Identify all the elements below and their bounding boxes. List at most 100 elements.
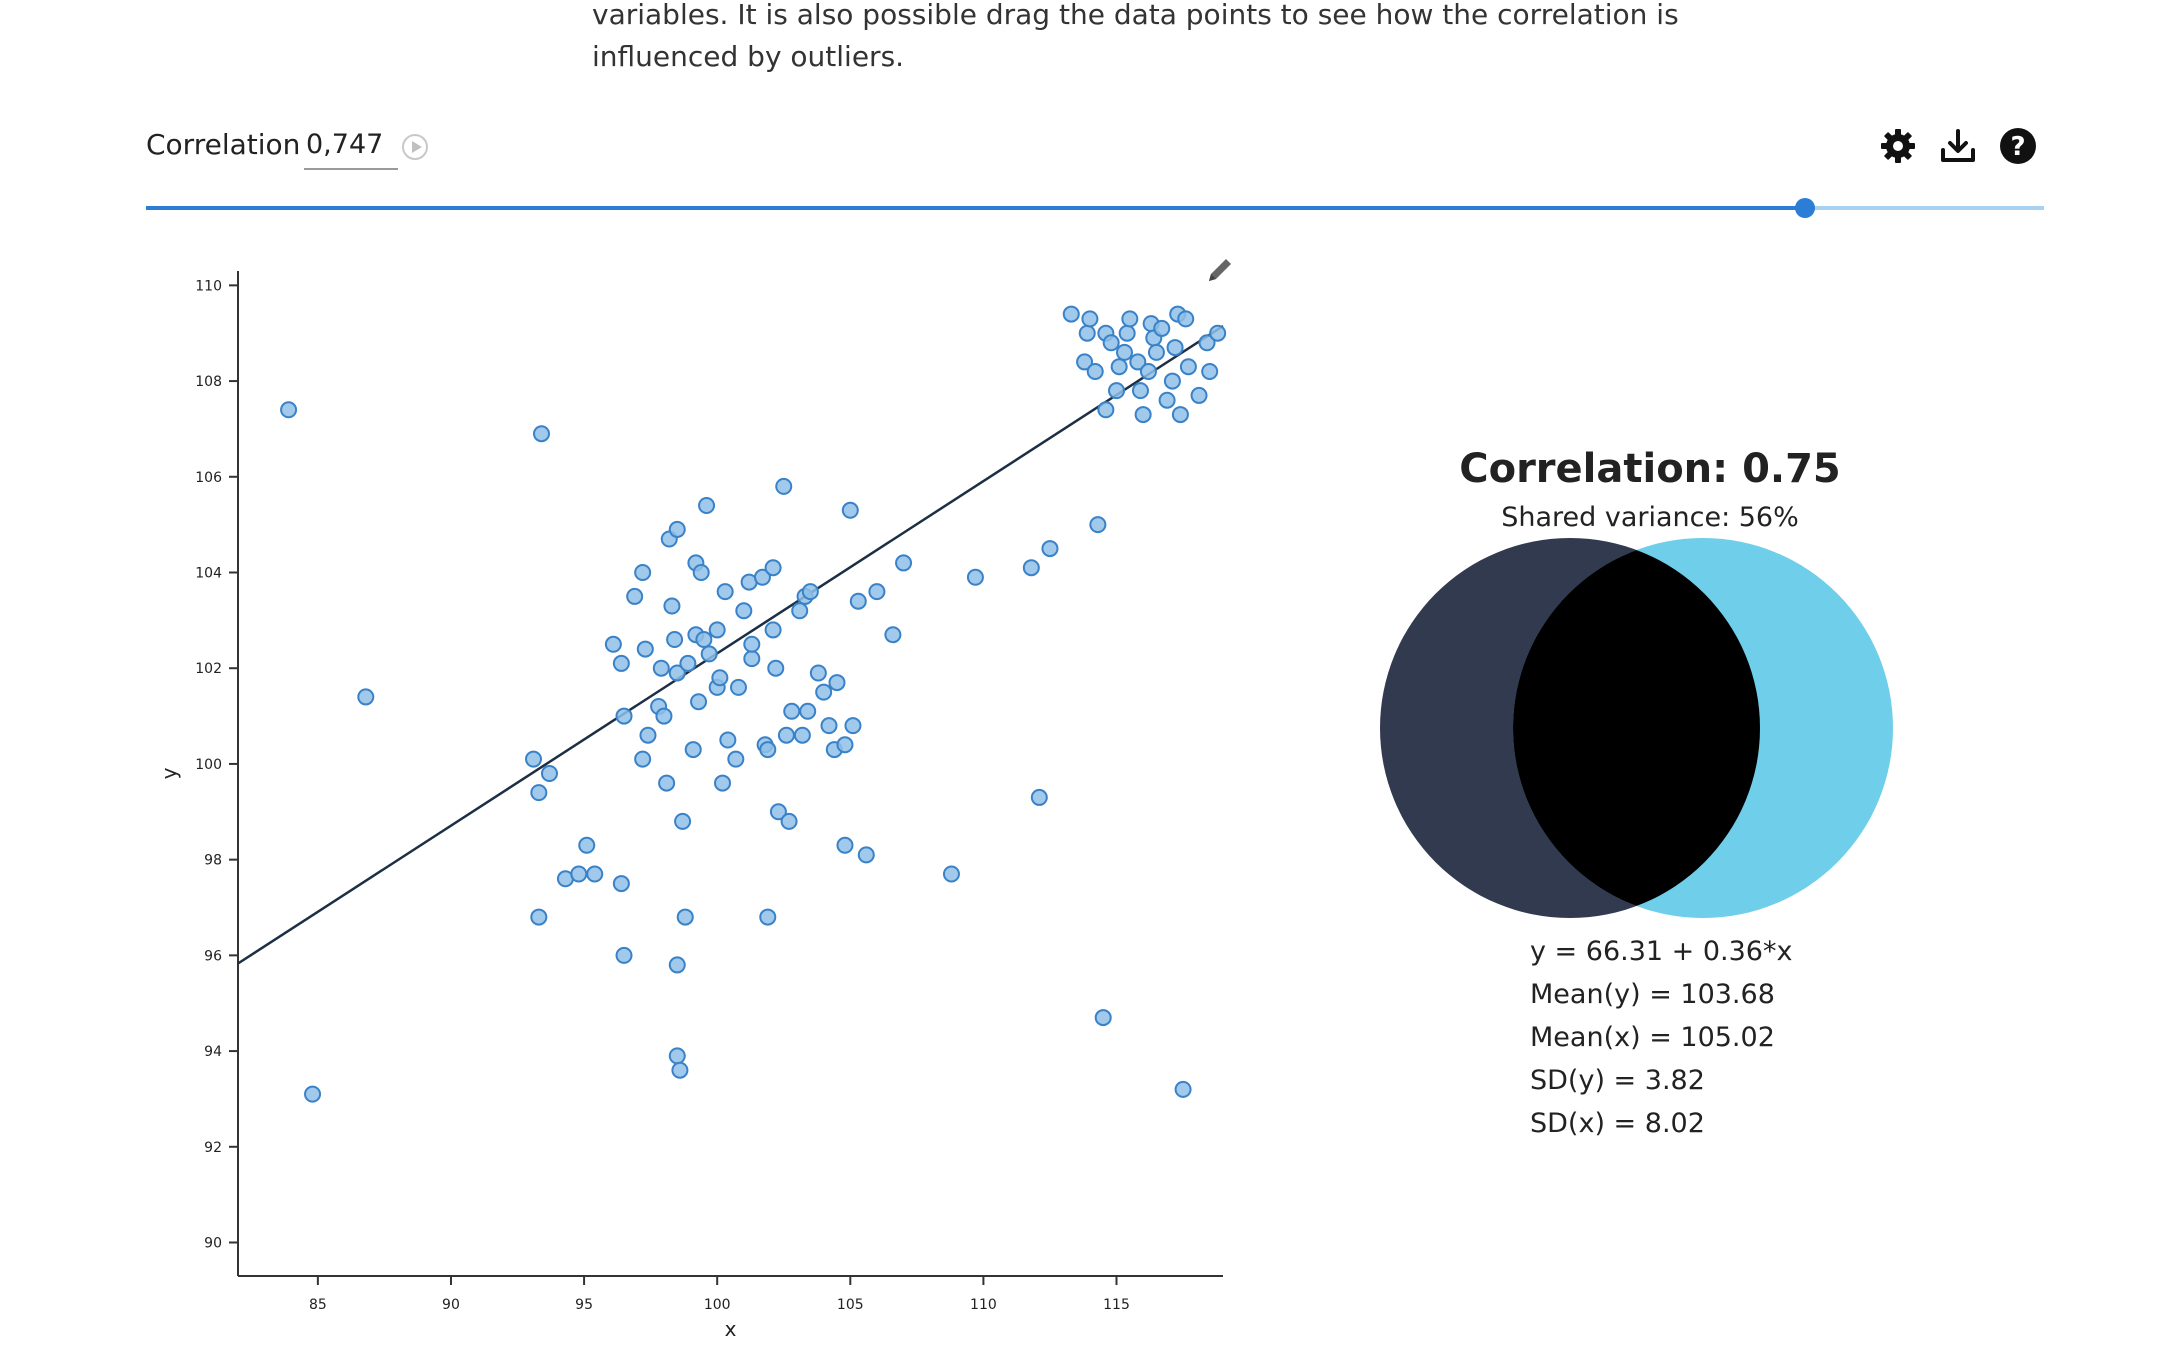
data-point[interactable]: [769, 803, 787, 821]
data-point[interactable]: [639, 726, 657, 744]
data-point[interactable]: [612, 654, 630, 672]
data-point[interactable]: [844, 717, 862, 735]
data-point[interactable]: [1030, 788, 1048, 806]
data-point[interactable]: [612, 875, 630, 893]
correlation-slider[interactable]: [146, 198, 2044, 218]
data-point[interactable]: [1131, 382, 1149, 400]
data-point[interactable]: [1134, 406, 1152, 424]
data-point[interactable]: [652, 659, 670, 677]
data-point[interactable]: [626, 587, 644, 605]
data-point[interactable]: [735, 602, 753, 620]
data-point[interactable]: [658, 774, 676, 792]
data-point[interactable]: [791, 602, 809, 620]
help-icon[interactable]: ?: [1998, 126, 2038, 166]
data-point[interactable]: [809, 664, 827, 682]
data-point[interactable]: [634, 750, 652, 768]
data-point[interactable]: [793, 726, 811, 744]
data-point[interactable]: [743, 635, 761, 653]
download-icon[interactable]: [1938, 126, 1978, 166]
data-point[interactable]: [280, 401, 298, 419]
data-point[interactable]: [1121, 310, 1139, 328]
data-point[interactable]: [815, 683, 833, 701]
data-point[interactable]: [1166, 339, 1184, 357]
data-point[interactable]: [759, 741, 777, 759]
data-point[interactable]: [849, 592, 867, 610]
data-point[interactable]: [615, 707, 633, 725]
data-point[interactable]: [692, 564, 710, 581]
data-point[interactable]: [1078, 324, 1096, 342]
data-point[interactable]: [1041, 540, 1059, 558]
data-point[interactable]: [1198, 334, 1216, 352]
data-point[interactable]: [801, 583, 819, 601]
data-point[interactable]: [655, 707, 673, 725]
data-point[interactable]: [836, 836, 854, 854]
data-point[interactable]: [530, 908, 548, 926]
data-point[interactable]: [357, 688, 375, 706]
data-point[interactable]: [783, 702, 801, 720]
data-point[interactable]: [764, 621, 782, 639]
data-point[interactable]: [836, 736, 854, 754]
data-point[interactable]: [1108, 382, 1126, 400]
data-point[interactable]: [525, 750, 542, 768]
data-point[interactable]: [719, 731, 737, 749]
data-point[interactable]: [679, 654, 697, 672]
data-point[interactable]: [1171, 406, 1189, 424]
data-point[interactable]: [636, 640, 654, 658]
data-point[interactable]: [1163, 372, 1181, 390]
data-point[interactable]: [578, 836, 596, 854]
data-point[interactable]: [698, 497, 716, 514]
data-point[interactable]: [695, 631, 713, 648]
data-point[interactable]: [1174, 1080, 1192, 1098]
data-point[interactable]: [1062, 305, 1080, 323]
data-point[interactable]: [1139, 363, 1157, 380]
data-point[interactable]: [1158, 391, 1176, 409]
data-point[interactable]: [1129, 353, 1147, 371]
data-point[interactable]: [690, 693, 708, 711]
data-point[interactable]: [668, 664, 686, 682]
data-point[interactable]: [767, 659, 785, 677]
data-point[interactable]: [1153, 319, 1171, 337]
data-point[interactable]: [1177, 310, 1195, 328]
data-point[interactable]: [942, 865, 960, 883]
data-point[interactable]: [1116, 343, 1133, 361]
data-point[interactable]: [775, 477, 793, 495]
data-point[interactable]: [895, 554, 913, 572]
data-point[interactable]: [729, 678, 747, 696]
data-point[interactable]: [586, 865, 604, 883]
data-point[interactable]: [868, 583, 886, 601]
data-point[interactable]: [780, 812, 798, 830]
gear-icon[interactable]: [1878, 126, 1918, 166]
data-point[interactable]: [1076, 353, 1094, 371]
data-point[interactable]: [615, 946, 633, 964]
data-point[interactable]: [1089, 516, 1107, 534]
data-point[interactable]: [668, 956, 686, 974]
data-point[interactable]: [570, 865, 588, 883]
data-point[interactable]: [1086, 363, 1104, 380]
data-point[interactable]: [663, 597, 681, 615]
data-point[interactable]: [727, 750, 745, 768]
data-point[interactable]: [634, 564, 652, 581]
data-point[interactable]: [708, 621, 726, 639]
data-point[interactable]: [671, 1061, 689, 1079]
data-point[interactable]: [674, 812, 692, 830]
data-point[interactable]: [1110, 358, 1128, 376]
data-point[interactable]: [764, 559, 782, 577]
data-point[interactable]: [799, 702, 817, 720]
data-point[interactable]: [884, 626, 902, 644]
data-point[interactable]: [1147, 343, 1165, 361]
data-point[interactable]: [1201, 363, 1219, 380]
data-point[interactable]: [716, 583, 734, 601]
data-point[interactable]: [714, 774, 732, 792]
play-icon[interactable]: [402, 134, 428, 160]
data-point[interactable]: [1209, 324, 1227, 342]
data-point[interactable]: [1179, 358, 1197, 376]
data-point[interactable]: [700, 645, 718, 663]
data-point[interactable]: [666, 631, 684, 648]
data-point[interactable]: [668, 1047, 686, 1065]
data-point[interactable]: [532, 425, 550, 443]
data-point[interactable]: [668, 520, 686, 538]
slider-thumb[interactable]: [1794, 198, 1815, 218]
pencil-icon[interactable]: [1204, 254, 1236, 286]
data-point[interactable]: [777, 726, 795, 744]
data-point[interactable]: [540, 765, 558, 782]
